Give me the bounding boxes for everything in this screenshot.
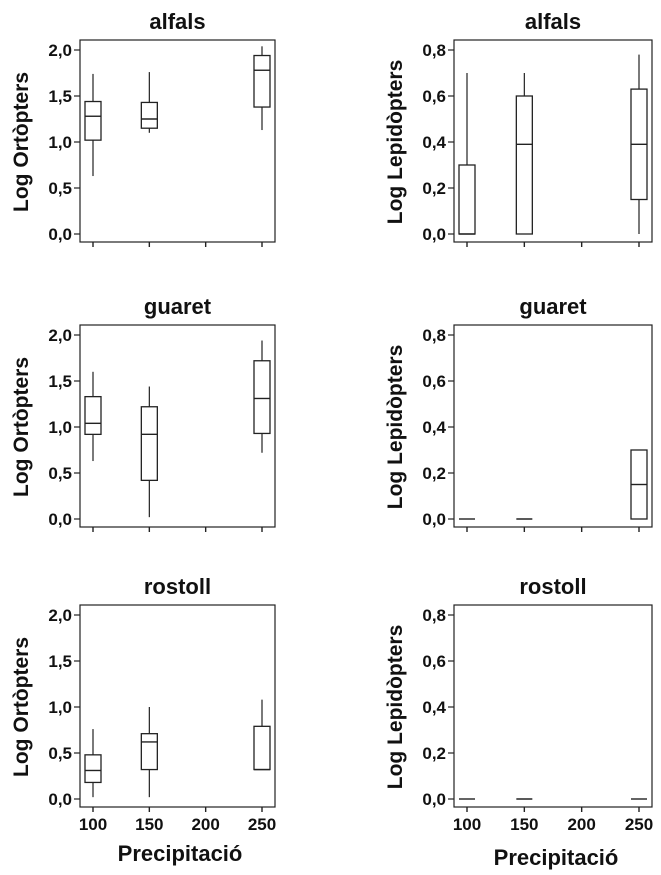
boxplot-panel-5: rostoll Log Ortòpters 0,0 0,5 1,0 1,5 2,0 100 15…	[10, 574, 276, 834]
y-tick-label: 1,5	[48, 87, 72, 106]
plot-frame	[453, 604, 653, 808]
x-tick-label: 100	[79, 815, 107, 834]
y-tick-label: 2,0	[48, 606, 72, 625]
box-250	[253, 340, 271, 453]
y-tick-label: 0,6	[422, 87, 446, 106]
plot-frame	[79, 604, 276, 808]
x-tick-label: 100	[453, 815, 481, 834]
y-axis-label: Log Lepidòpters	[384, 625, 407, 790]
plot-frame	[79, 39, 276, 243]
x-tick-label: 150	[510, 815, 538, 834]
box-150	[140, 72, 158, 133]
box-250	[630, 54, 648, 234]
plot-frame	[453, 39, 653, 243]
y-tick-label: 0,6	[422, 372, 446, 391]
y-axis-label: Log Lepidòpters	[384, 345, 407, 510]
y-tick-label: 0,0	[48, 510, 72, 529]
y-tick-label: 0,8	[422, 606, 446, 625]
box-iqr	[84, 395, 102, 436]
y-tick-label: 0,8	[422, 41, 446, 60]
y-tick-label: 0,8	[422, 326, 446, 345]
x-axis-label: Precipitació	[494, 845, 619, 870]
panel-title: rostoll	[519, 574, 586, 599]
boxplot-panel-4: guaret Log Lepidòpters 0,0 0,2 0,4 0,6 0,8	[384, 294, 653, 532]
box-iqr	[458, 164, 476, 235]
y-tick-label: 0,0	[422, 510, 446, 529]
box-150	[140, 386, 158, 518]
boxplot-panel-6: rostoll Log Lepidòpters 0,0 0,2 0,4 0,6 0,8 100…	[384, 574, 653, 834]
y-axis-label: Log Ortòpters	[10, 72, 33, 212]
y-tick-label: 1,0	[48, 133, 72, 152]
y-tick-label: 0,2	[422, 464, 446, 483]
box-100	[458, 73, 476, 235]
box-iqr	[253, 360, 271, 435]
y-tick-label: 1,0	[48, 418, 72, 437]
box-150	[515, 73, 533, 235]
y-tick-label: 1,5	[48, 652, 72, 671]
x-tick-label: 250	[625, 815, 653, 834]
box-iqr	[140, 733, 158, 771]
y-axis-label: Log Ortòpters	[10, 637, 33, 777]
y-tick-label: 0,0	[48, 225, 72, 244]
y-tick-label: 1,0	[48, 698, 72, 717]
panel-title: alfals	[149, 9, 205, 34]
y-tick-label: 2,0	[48, 326, 72, 345]
box-iqr	[140, 406, 158, 482]
y-tick-label: 0,4	[422, 698, 446, 717]
box-150	[140, 707, 158, 798]
y-tick-label: 0,0	[422, 225, 446, 244]
box-iqr	[253, 54, 271, 108]
box-iqr	[253, 725, 271, 771]
y-tick-label: 0,6	[422, 652, 446, 671]
boxplot-panel-3: guaret Log Ortòpters 0,0 0,5 1,0 1,5 2,0	[10, 294, 276, 532]
x-tick-label: 200	[567, 815, 595, 834]
panel-title: rostoll	[144, 574, 211, 599]
x-tick-label: 250	[248, 815, 276, 834]
plot-frame	[453, 324, 653, 528]
plot-frame	[79, 324, 276, 528]
box-250	[253, 699, 271, 771]
box-250	[253, 46, 271, 131]
box-iqr	[140, 101, 158, 129]
boxplot-panel-1: alfals Log Ortòpters 0,0 0,5 1,0 1,5 2,0	[10, 9, 276, 247]
box-100	[84, 729, 102, 798]
panel-title: guaret	[144, 294, 212, 319]
y-tick-label: 0,4	[422, 133, 446, 152]
y-tick-label: 0,0	[48, 790, 72, 809]
y-tick-label: 0,2	[422, 744, 446, 763]
y-axis-label: Log Ortòpters	[10, 357, 33, 497]
y-tick-label: 0,0	[422, 790, 446, 809]
y-tick-label: 1,5	[48, 372, 72, 391]
y-tick-label: 0,5	[48, 744, 72, 763]
y-tick-label: 0,2	[422, 179, 446, 198]
x-tick-label: 150	[135, 815, 163, 834]
box-100	[84, 371, 102, 462]
y-tick-label: 2,0	[48, 41, 72, 60]
box-100	[84, 73, 102, 177]
x-axis-label: Precipitació	[118, 841, 243, 866]
panel-title: alfals	[525, 9, 581, 34]
box-250	[630, 449, 648, 520]
box-iqr	[84, 754, 102, 784]
y-axis-label: Log Lepidòpters	[384, 60, 407, 225]
y-tick-label: 0,4	[422, 418, 446, 437]
box-iqr	[515, 95, 533, 235]
x-tick-label: 200	[191, 815, 219, 834]
box-iqr	[84, 100, 102, 141]
panel-title: guaret	[519, 294, 587, 319]
boxplot-panel-2: alfals Log Lepidòpters 0,0 0,2 0,4 0,6 0,8	[384, 9, 653, 247]
y-tick-label: 0,5	[48, 464, 72, 483]
y-tick-label: 0,5	[48, 179, 72, 198]
